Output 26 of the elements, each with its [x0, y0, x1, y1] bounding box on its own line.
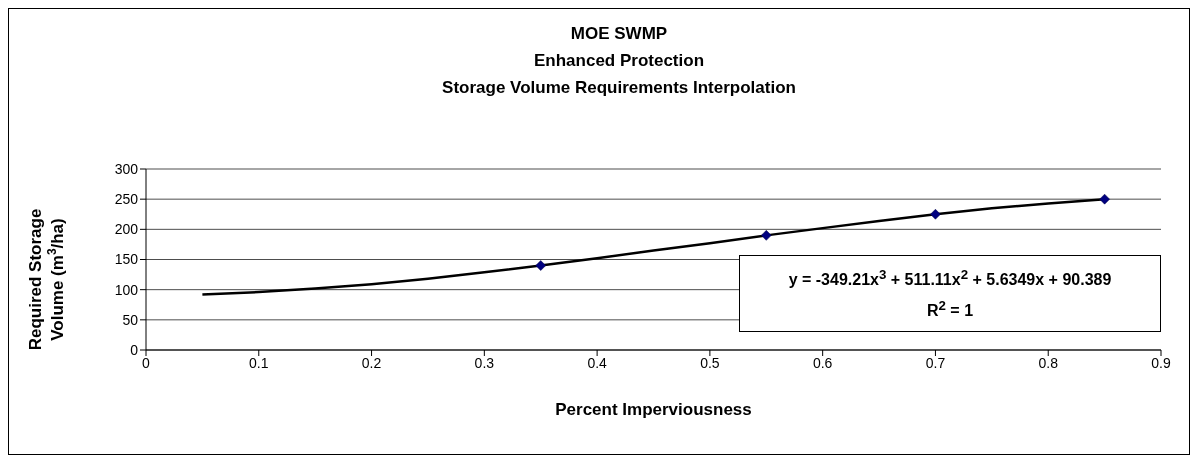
- y-tick-label: 250: [114, 191, 139, 208]
- annotation: y = -349.21x$^{3}$ + 511.11x$^{2}$ + 5.6349x + 90.389: [787, 266, 1113, 291]
- x-axis-title: Percent Imperviousness: [555, 400, 752, 419]
- x-tick-label: 0: [142, 354, 151, 371]
- y-tick-label: 150: [114, 251, 139, 268]
- equation-box: y = -349.21x$^{3}$ + 511.11x$^{2}$ + 5.6349x + 90.389 R$^{2}$ = 1: [739, 255, 1161, 332]
- x-tick-label: 0.4: [587, 354, 608, 371]
- x-tick-label: 0.3: [474, 354, 495, 371]
- y-tick-label: 100: [114, 281, 139, 298]
- x-tick-label: 0.5: [700, 354, 720, 371]
- point: [930, 209, 941, 220]
- point: [761, 230, 772, 241]
- y-tick-label: 300: [114, 160, 139, 177]
- annotation: R$^{2}$ = 1: [925, 297, 975, 322]
- x-tick-label: 0.6: [812, 354, 833, 371]
- x-tick-label: 0.7: [925, 354, 946, 371]
- y-tick-label: 0: [130, 341, 139, 358]
- y-tick-label: 200: [114, 221, 139, 238]
- y-tick-label: 50: [122, 311, 139, 328]
- point: [1099, 193, 1110, 205]
- x-tick-label: 0.1: [249, 354, 269, 371]
- x-tick-label: 0.9: [1151, 354, 1171, 371]
- chart-title: MOE SWMP Enhanced Protection Storage Volume Requirements Interpolation: [442, 24, 796, 97]
- x-tick-label: 0.2: [361, 354, 382, 371]
- x-tick-label: 0.8: [1038, 354, 1059, 371]
- point: [535, 260, 546, 271]
